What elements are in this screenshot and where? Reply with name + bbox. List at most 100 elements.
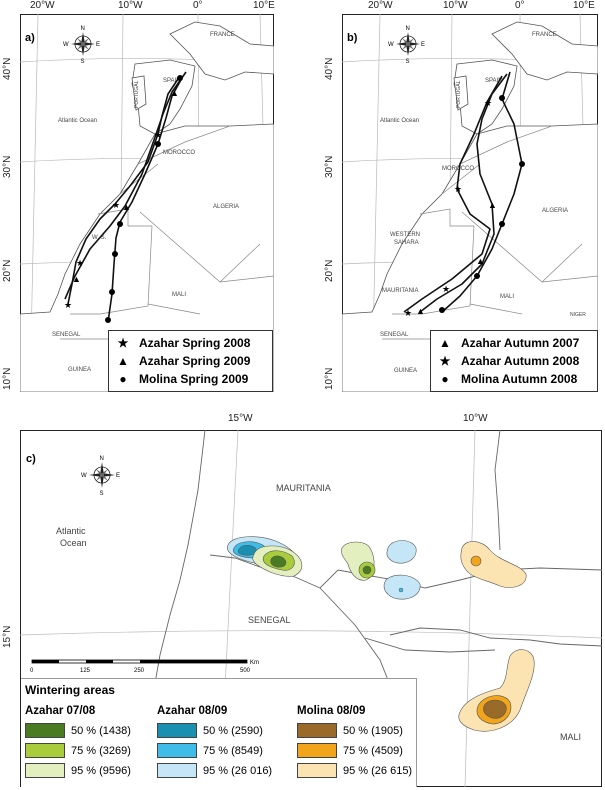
- swatch: [157, 743, 197, 758]
- wintering-item-label: 50 % (2590): [203, 724, 263, 737]
- panel-c-label-ocean: Ocean: [60, 538, 87, 548]
- panel-b-y-tick-10n: 10°N: [324, 367, 335, 390]
- panel-b-label-spain: SPAIN: [485, 78, 503, 84]
- svg-text:S: S: [406, 59, 410, 65]
- area-molina-0809-50b: [483, 699, 507, 719]
- wintering-item: 95 % (9596): [25, 763, 131, 778]
- wintering-item-label: 95 % (26 016): [203, 764, 273, 777]
- scale-tick-0: 0: [30, 668, 34, 674]
- wintering-item-label: 95 % (26 615): [343, 764, 413, 777]
- svg-text:E: E: [96, 42, 100, 48]
- panel-c-x-tick-15w: 15°W: [228, 413, 253, 424]
- panel-a-triangle-marker: ▲: [72, 274, 81, 284]
- panel-a-circle-marker: [112, 251, 118, 257]
- panel-a-label-portugal: PORTUGAL: [134, 80, 140, 108]
- panel-a-map: a) FRANCE SPAIN PORTUGAL Atlantic Ocean …: [20, 14, 274, 392]
- scale-tick-125: 125: [80, 668, 91, 674]
- panel-a-y-tick-20n: 20°N: [2, 259, 13, 282]
- panel-a-label-letter: a): [25, 32, 35, 44]
- panel-a-x-tick-10e: 10°E: [253, 0, 275, 11]
- panel-b-triangle-marker: ▲: [416, 306, 425, 316]
- panel-a-circle-marker: [117, 221, 123, 227]
- panel-a-legend-label: Molina Spring 2009: [139, 372, 249, 386]
- panel-c-label-mauritania: MAURITANIA: [276, 483, 331, 493]
- panel-b-label-letter: b): [347, 32, 358, 44]
- scale-unit: Km: [250, 660, 259, 666]
- panel-b-legend-label: Molina Autumn 2008: [461, 372, 578, 386]
- wintering-item-label: 50 % (1438): [71, 724, 131, 737]
- panel-a-compass-icon: N S E W: [63, 26, 100, 65]
- panel-b-circle-marker: [439, 307, 445, 313]
- svg-text:S: S: [81, 59, 85, 65]
- wintering-legend: Wintering areas Azahar 07/08 50 % (1438)…: [21, 678, 417, 787]
- panel-a-label-senegal: SENEGAL: [52, 332, 81, 338]
- panel-b-compass-icon: N S E W: [388, 26, 425, 65]
- panel-a-label-france: FRANCE: [210, 32, 235, 38]
- area-azahar-0809-95b: [386, 540, 417, 564]
- panel-b-label-algeria: ALGERIA: [542, 208, 568, 214]
- panel-b-circle-marker: [499, 221, 505, 227]
- panel-b-label-mali: MALI: [500, 294, 514, 300]
- wintering-item: 95 % (26 016): [157, 763, 272, 778]
- swatch: [297, 743, 337, 758]
- svg-text:N: N: [100, 456, 104, 462]
- panel-b-x-tick-10w: 10°W: [443, 0, 468, 11]
- area-azahar-0809-50: [237, 544, 257, 556]
- panel-b-legend-item: ★ Azahar Autumn 2008: [437, 352, 591, 370]
- swatch: [25, 723, 65, 738]
- wintering-item: 50 % (2590): [157, 723, 263, 738]
- wintering-legend-title: Wintering areas: [25, 683, 115, 697]
- panel-a-x-tick-20w: 20°W: [30, 0, 55, 11]
- area-molina-0809-95: [460, 541, 527, 588]
- panel-c-y-tick-15n: 15°N: [2, 625, 13, 648]
- panel-b-label-niger: NIGER: [570, 312, 586, 318]
- panel-b-route-azahar-autumn-2008: [403, 75, 503, 313]
- panel-a-route-azahar-spring-2009: [64, 71, 187, 300]
- panel-a-star-marker: ★: [64, 300, 72, 310]
- panel-a-star-marker: ★: [112, 200, 120, 210]
- area-molina-0809-75: [470, 555, 482, 567]
- panel-b-legend: ▲ Azahar Autumn 2007 ★ Azahar Autumn 2008 …: [430, 330, 598, 392]
- circle-icon: ●: [441, 372, 449, 386]
- svg-text:W: W: [81, 473, 87, 479]
- wintering-item-label: 75 % (3269): [71, 744, 131, 757]
- panel-c-x-tick-10w: 10°W: [463, 413, 488, 424]
- panel-b-legend-item: ● Molina Autumn 2008: [437, 370, 591, 388]
- panel-b-x-tick-10e: 10°E: [573, 0, 595, 11]
- panel-a-y-tick-10n: 10°N: [2, 367, 13, 390]
- wintering-item-label: 75 % (8549): [203, 744, 263, 757]
- area-azahar-0708-50b: [362, 565, 372, 575]
- panel-a-label-mali: MALI: [172, 292, 186, 298]
- panel-a-legend-item: ● Molina Spring 2009: [115, 370, 266, 388]
- svg-text:W: W: [388, 42, 394, 48]
- panel-b-label-guinea: GUINEA: [394, 368, 417, 374]
- panel-a-legend-item: ▲ Azahar Spring 2009: [115, 352, 266, 370]
- panel-a-star-marker: ★: [76, 258, 84, 268]
- panel-b-circle-marker: [499, 95, 505, 101]
- star-icon: ★: [439, 354, 451, 368]
- panel-a-label-ocean: Atlantic Ocean: [58, 118, 97, 124]
- panel-a-label-guinea: GUINEA: [68, 367, 91, 373]
- panel-b-y-tick-20n: 20°N: [324, 259, 335, 282]
- panel-a-circle-marker: [105, 317, 111, 323]
- panel-a-circle-marker: [177, 75, 183, 81]
- panel-b-circle-marker: [474, 273, 480, 279]
- panel-b-y-tick-30n: 30°N: [324, 155, 335, 178]
- circle-icon: ●: [119, 372, 127, 386]
- panel-a-label-morocco: MOROCCO: [163, 150, 195, 156]
- panel-b-route-molina-autumn-2008: [441, 71, 523, 313]
- panel-b-label-sahara: SAHARA: [394, 240, 419, 246]
- panel-c-label-atlantic: Atlantic: [56, 526, 86, 536]
- panel-b-star-marker: ★: [442, 284, 450, 294]
- svg-text:S: S: [100, 491, 104, 497]
- wintering-item: 95 % (26 615): [297, 763, 412, 778]
- panel-a-legend-item: ★ Azahar Spring 2008: [115, 334, 266, 352]
- panel-b-circle-marker: [519, 161, 525, 167]
- panel-a-star-marker: ★: [154, 130, 162, 140]
- panel-b-legend-item: ▲ Azahar Autumn 2007: [437, 334, 591, 352]
- wintering-item-label: 75 % (4509): [343, 744, 403, 757]
- panel-b-triangle-marker: ▲: [476, 256, 485, 266]
- panel-b-label-ocean: Atlantic Ocean: [380, 118, 419, 124]
- svg-text:E: E: [421, 42, 425, 48]
- panel-b-label-mauritania: MAURITANIA: [382, 288, 419, 294]
